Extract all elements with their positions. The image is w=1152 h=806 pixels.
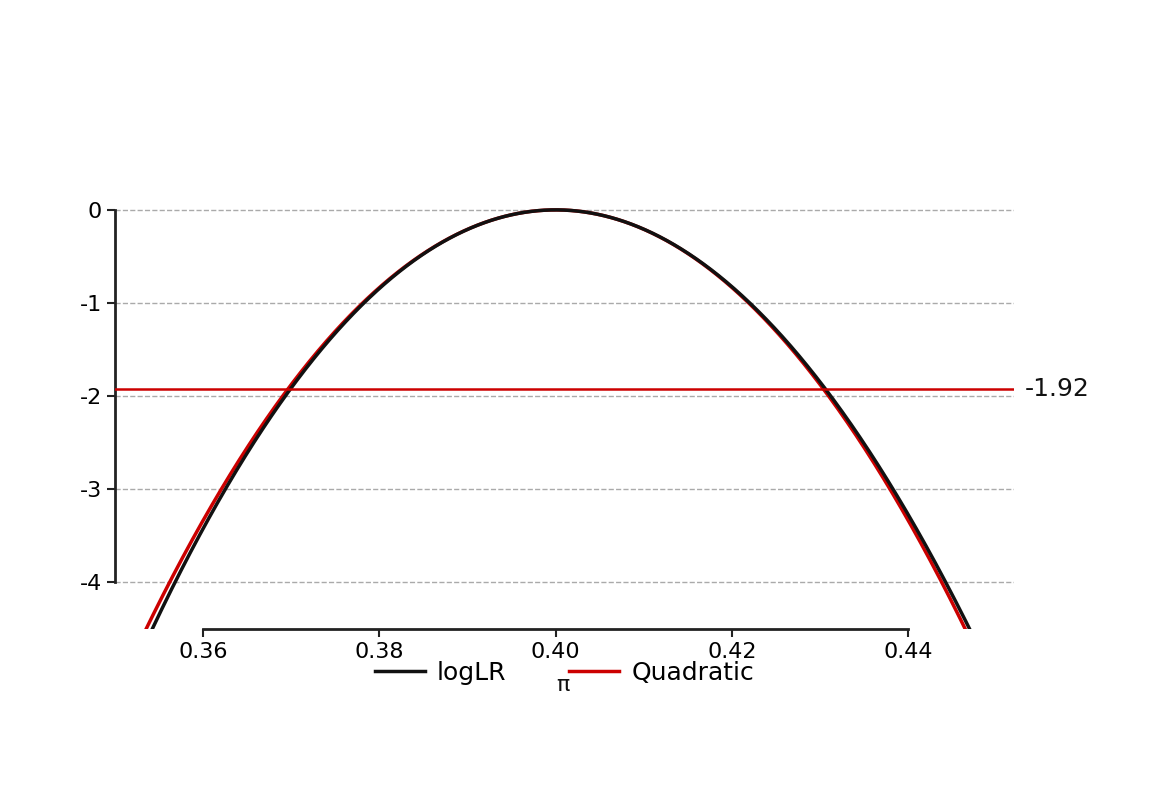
Text: π: π xyxy=(556,675,569,696)
Text: -1.92: -1.92 xyxy=(1024,376,1090,401)
Legend: logLR, Quadratic: logLR, Quadratic xyxy=(364,651,765,695)
